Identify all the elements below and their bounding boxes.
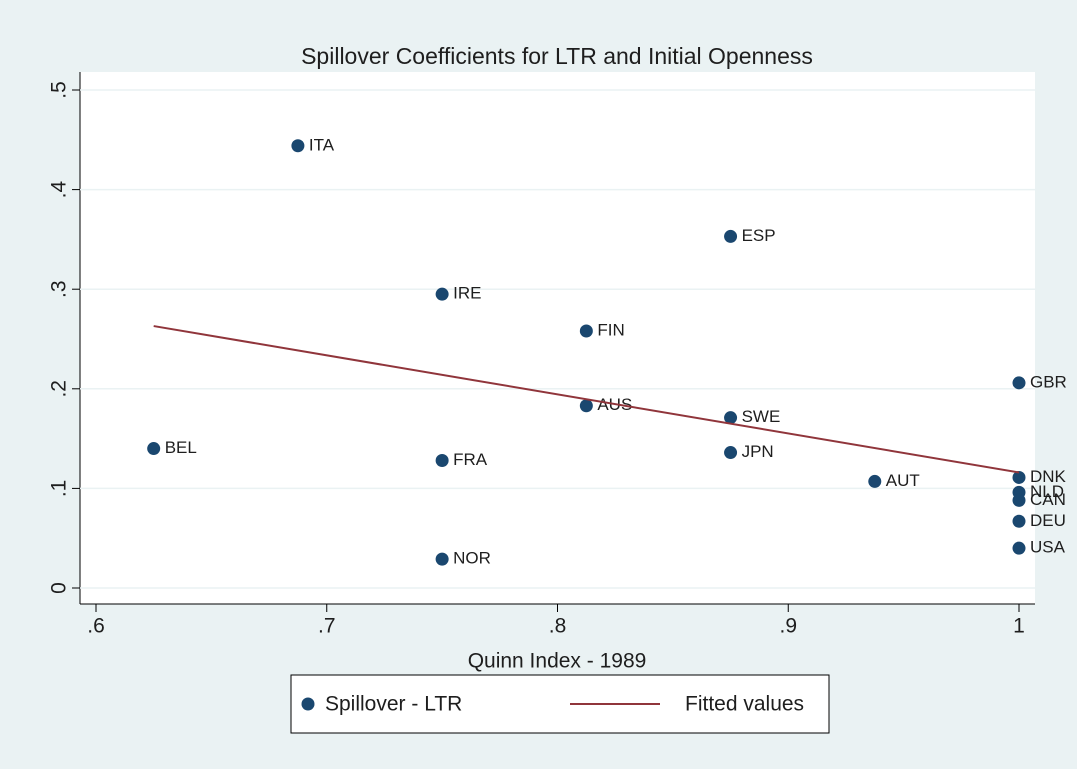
point-label: IRE <box>453 284 481 303</box>
point <box>724 229 738 243</box>
point-label: DNK <box>1030 467 1067 486</box>
point <box>579 399 593 413</box>
point-label: NLD <box>1030 482 1064 501</box>
y-tick-label: .5 <box>48 81 71 99</box>
point <box>1012 376 1026 390</box>
plot-area <box>80 72 1035 604</box>
point <box>435 552 449 566</box>
x-tick-label: .9 <box>779 615 797 638</box>
legend <box>290 674 830 734</box>
point <box>1012 493 1026 507</box>
point-label: ESP <box>742 226 776 245</box>
x-tick-label: .8 <box>549 615 567 638</box>
point-label: FRA <box>453 450 488 469</box>
point-label: ITA <box>309 135 335 154</box>
point-label: NOR <box>453 549 491 568</box>
point-label: USA <box>1030 538 1066 557</box>
chart-title: Spillover Coefficients for LTR and Initi… <box>301 43 813 69</box>
point-label: BEL <box>165 438 197 457</box>
x-axis-title: Quinn Index - 1989 <box>468 650 647 673</box>
y-tick-label: 0 <box>48 582 71 594</box>
point-label: GBR <box>1030 372 1067 391</box>
point <box>147 442 161 456</box>
legend-label: Spillover - LTR <box>325 693 462 716</box>
point <box>435 454 449 468</box>
point <box>435 287 449 301</box>
point <box>291 139 305 153</box>
x-tick-label: 1 <box>1013 615 1025 638</box>
y-tick-label: .3 <box>48 280 71 298</box>
x-tick-label: .7 <box>318 615 336 638</box>
legend-marker <box>301 697 315 711</box>
y-tick-label: .2 <box>48 380 71 398</box>
point <box>724 446 738 460</box>
point <box>1012 541 1026 555</box>
y-tick-label: .1 <box>48 480 71 498</box>
point <box>724 411 738 425</box>
legend-label: Fitted values <box>685 693 804 716</box>
point-label: CAN <box>1030 490 1066 509</box>
point-label: AUT <box>886 471 920 490</box>
fitted-line <box>153 325 1020 474</box>
point-label: FIN <box>597 321 624 340</box>
point-label: DEU <box>1030 511 1066 530</box>
point <box>868 474 882 488</box>
point-label: SWE <box>742 407 781 426</box>
x-tick-label: .6 <box>87 615 105 638</box>
point <box>1012 470 1026 484</box>
y-tick-label: .4 <box>48 181 71 199</box>
point <box>579 324 593 338</box>
point-label: JPN <box>742 442 774 461</box>
point <box>1012 514 1026 528</box>
